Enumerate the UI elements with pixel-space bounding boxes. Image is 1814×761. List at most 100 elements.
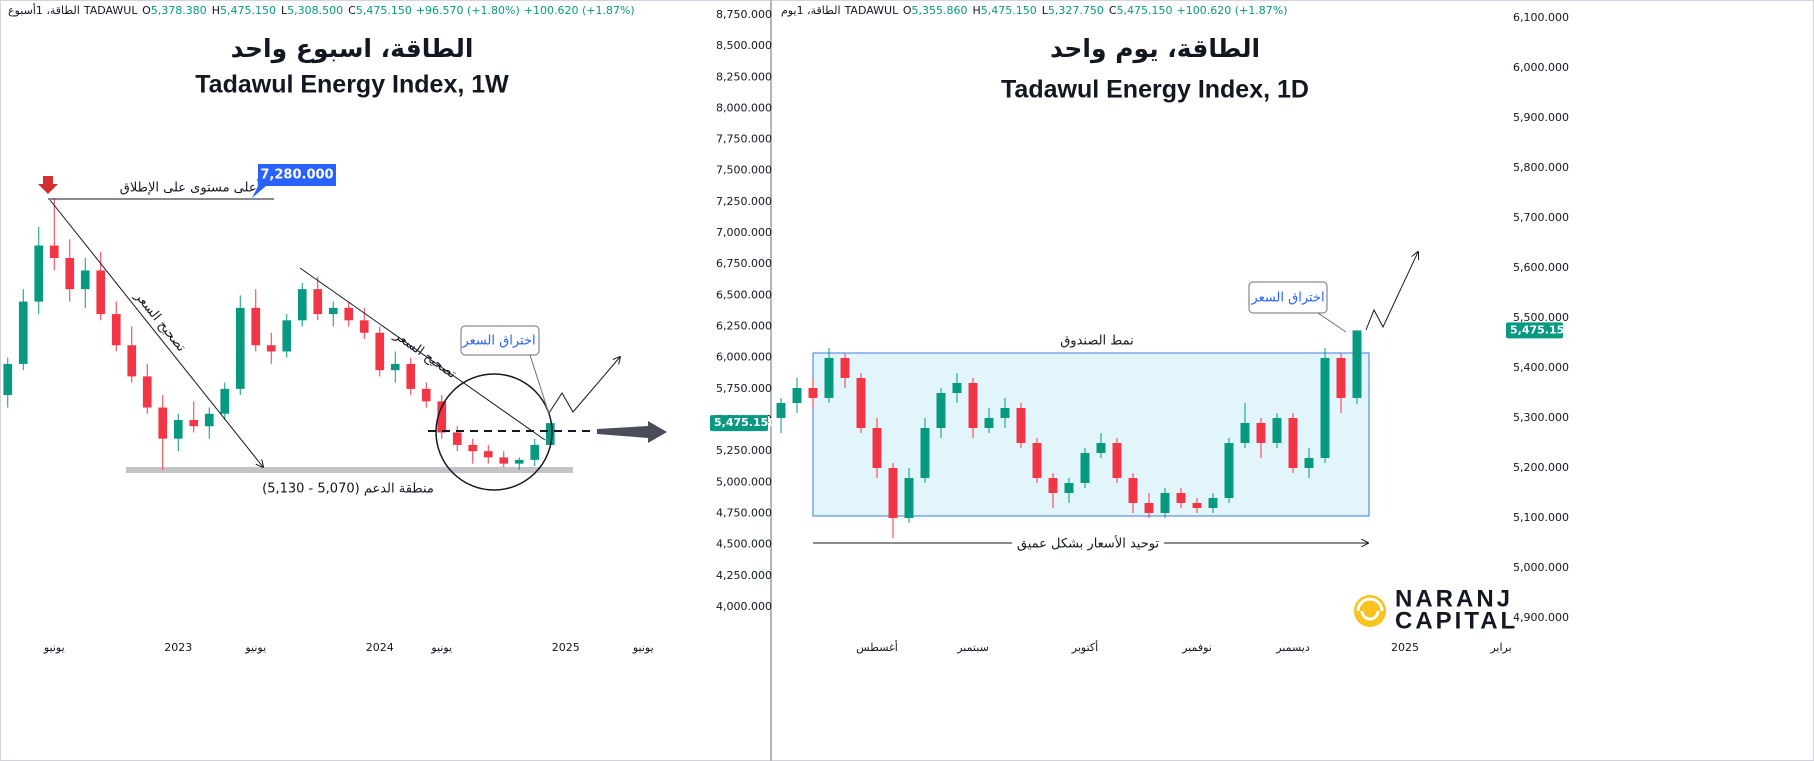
candle-body bbox=[80, 270, 90, 290]
candle-body bbox=[904, 478, 914, 518]
candle-body bbox=[1032, 443, 1042, 478]
candle-body bbox=[1272, 418, 1282, 443]
y-tick-label: 4,250.000 bbox=[716, 569, 772, 582]
candle-body bbox=[1112, 443, 1122, 478]
legend-header: الطاقة، 1يوم TADAWUL O5,355.860 H5,475.150 L… bbox=[781, 4, 1288, 17]
y-tick-label: 5,250.000 bbox=[716, 444, 772, 457]
highlight-circle bbox=[435, 373, 553, 491]
candle-body bbox=[1128, 478, 1138, 503]
y-tick-label: 5,800.000 bbox=[1513, 161, 1569, 174]
quote: 5,327.750 bbox=[1048, 4, 1104, 17]
y-tick-label: 5,000.000 bbox=[716, 475, 772, 488]
quote: C bbox=[348, 4, 356, 17]
x-tick-label: يونيو bbox=[632, 641, 654, 654]
projection bbox=[1365, 252, 1418, 331]
y-tick-label: 5,500.000 bbox=[1513, 311, 1569, 324]
candle-body bbox=[142, 376, 152, 408]
x-tick-label: 2023 bbox=[164, 641, 192, 654]
subtitle: Tadawul Energy Index, 1D bbox=[1001, 76, 1309, 104]
candle-body bbox=[1288, 418, 1298, 468]
quote: 5,308.500 bbox=[287, 4, 343, 17]
label-bg bbox=[1012, 535, 1164, 552]
logo: NARANJ CAPITAL bbox=[1354, 585, 1518, 634]
x-tick-label: 2025 bbox=[1391, 641, 1419, 654]
ath-text: أعلى مستوى على الإطلاق bbox=[120, 179, 260, 196]
candle-body bbox=[1240, 423, 1250, 443]
candle-body bbox=[872, 428, 882, 468]
y-tick-label: 4,000.000 bbox=[716, 600, 772, 613]
y-tick-label: 5,200.000 bbox=[1513, 461, 1569, 474]
candle-body bbox=[1048, 478, 1058, 493]
candle-body bbox=[1320, 358, 1330, 458]
candle-body bbox=[65, 257, 75, 290]
symbol: الطاقة، 1يوم bbox=[781, 4, 841, 17]
quote: C bbox=[1109, 4, 1117, 17]
candle-body bbox=[984, 418, 994, 428]
logo-text: NARANJ bbox=[1395, 585, 1513, 612]
support-zone bbox=[126, 467, 573, 473]
change: +100.620 (+1.87%) bbox=[524, 4, 635, 17]
candle-body bbox=[266, 345, 276, 352]
candle-body bbox=[1080, 453, 1090, 483]
candle-body bbox=[920, 428, 930, 478]
x-tick-label: 2024 bbox=[366, 641, 394, 654]
candle-body bbox=[3, 363, 13, 396]
x-tick-label: أكتوبر bbox=[1071, 640, 1098, 654]
candle-body bbox=[483, 451, 493, 458]
quote: L bbox=[1042, 4, 1049, 17]
x-tick-label: يونيو bbox=[430, 641, 452, 654]
y-tick-label: 4,900.000 bbox=[1513, 611, 1569, 624]
x-tick-label: يونيو bbox=[43, 641, 65, 654]
x-tick-label: نوفمبر bbox=[1181, 641, 1212, 654]
quote: O bbox=[142, 4, 151, 17]
candle-body bbox=[776, 403, 786, 418]
candle-body bbox=[530, 444, 540, 460]
candle-body bbox=[96, 270, 106, 315]
candle-body bbox=[1352, 330, 1362, 398]
candle-body bbox=[127, 345, 137, 377]
logo-text: CAPITAL bbox=[1395, 607, 1518, 634]
candle-body bbox=[1256, 423, 1266, 443]
callout bbox=[460, 325, 550, 415]
candle-body bbox=[499, 457, 509, 464]
candle-body bbox=[1000, 408, 1010, 418]
y-tick-label: 5,100.000 bbox=[1513, 511, 1569, 524]
quote: 5,475.150 bbox=[356, 4, 412, 17]
candle-body bbox=[1336, 358, 1346, 398]
projection bbox=[548, 357, 620, 414]
candle-body bbox=[1096, 443, 1106, 453]
candle-body bbox=[1304, 458, 1314, 468]
candle-body bbox=[204, 413, 214, 427]
candle-body bbox=[1224, 443, 1234, 498]
y-tick-label: 8,500.000 bbox=[716, 39, 772, 52]
candle-body bbox=[1160, 493, 1170, 513]
candle-body bbox=[344, 307, 354, 321]
quote: 5,475.150 bbox=[981, 4, 1037, 17]
exchange: TADAWUL bbox=[844, 4, 900, 17]
last-price-box bbox=[710, 415, 768, 432]
last-price-label: 5,475.150 bbox=[714, 416, 776, 429]
y-tick-label: 7,750.000 bbox=[716, 133, 772, 146]
y-tick-label: 5,700.000 bbox=[1513, 211, 1569, 224]
x-tick-label: سبتمبر bbox=[956, 641, 989, 654]
y-tick-label: 5,400.000 bbox=[1513, 361, 1569, 374]
candle-body bbox=[297, 289, 307, 321]
x-tick-label: يونيو bbox=[244, 641, 266, 654]
ath-label-box bbox=[252, 164, 336, 198]
last-price-box bbox=[1506, 322, 1563, 339]
candle-body bbox=[282, 320, 292, 352]
candle-body bbox=[952, 383, 962, 393]
title: الطاقة، يوم واحد bbox=[1050, 34, 1260, 64]
y-tick-label: 4,750.000 bbox=[716, 506, 772, 519]
candle-body bbox=[173, 420, 183, 439]
candle-body bbox=[1016, 408, 1026, 443]
y-tick-label: 5,300.000 bbox=[1513, 411, 1569, 424]
quote: 5,378.380 bbox=[151, 4, 207, 17]
candle-body bbox=[545, 423, 555, 445]
quote: 5,475.150 bbox=[1117, 4, 1173, 17]
breakout-text: اختراق السعر bbox=[1250, 291, 1324, 306]
quote: 5,475.150 bbox=[220, 4, 276, 17]
y-tick-label: 8,000.000 bbox=[716, 101, 772, 114]
y-tick-label: 8,750.000 bbox=[716, 8, 772, 21]
